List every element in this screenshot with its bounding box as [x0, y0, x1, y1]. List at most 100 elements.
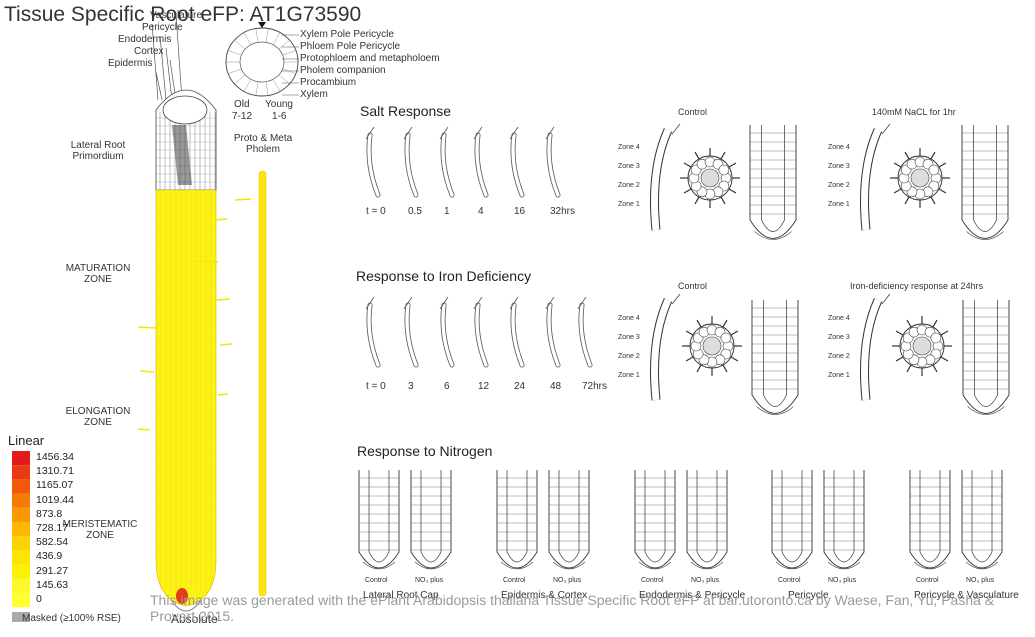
legend-value: 873.8: [36, 507, 63, 520]
cross-section-cell: [234, 39, 246, 50]
root-hair: [137, 326, 157, 329]
salt-timepoint-root: [473, 126, 489, 198]
legend-swatch: [12, 451, 30, 466]
label-leader-line: [151, 23, 159, 101]
salt-control-root-tip: [749, 125, 797, 240]
legend-value: 145.63: [36, 578, 69, 591]
salt-control-label: Control: [678, 107, 708, 117]
zone-label: Zone 2: [828, 353, 850, 360]
salt-timepoint-root: [439, 126, 455, 198]
zone-label: Zone 4: [828, 315, 850, 322]
legend-value: 582.54: [36, 536, 69, 549]
label-leader-line: [155, 71, 163, 101]
label-leader-line: [175, 13, 183, 101]
legend-swatch: [12, 479, 30, 494]
cross-section-cell: [278, 39, 290, 50]
iron-control-zone-root: [650, 293, 681, 401]
legend-value: 436.9: [36, 550, 63, 563]
zone-label: Zone 1: [828, 372, 850, 379]
label-meristematic-zone: MERISTEMATIC ZONE: [62, 519, 138, 541]
legend-swatch: [12, 465, 30, 480]
legend-value: 0: [36, 592, 42, 605]
legend-swatch: [12, 536, 30, 551]
label-xylem-pole-pericycle: Xylem Pole Pericycle: [300, 29, 394, 40]
iron-time-label: 6: [444, 381, 450, 392]
iron-control-label: Control: [678, 281, 708, 291]
iron-treatment-cross-section: [892, 316, 952, 376]
nitrogen-group-label: Pericycle & Vasculature: [914, 590, 1019, 601]
root-hair: [139, 370, 155, 373]
iron-control-root-tip: [751, 300, 799, 415]
cross-section-cell: [228, 68, 242, 74]
page-title: Tissue Specific Root eFP: AT1G73590: [4, 3, 362, 26]
nitrogen-section-title: Response to Nitrogen: [357, 443, 493, 459]
root-hair: [219, 343, 233, 346]
cross-section-cell: [255, 28, 259, 43]
zone-label: Zone 1: [828, 201, 850, 208]
legend-value: 1019.44: [36, 493, 74, 506]
zone-label: Zone 3: [618, 163, 640, 170]
iron-treatment-root-tip: [962, 300, 1010, 415]
nitrogen-group-label: Pericycle: [788, 590, 829, 601]
iron-timepoint-root: [365, 296, 381, 368]
legend-value: 728.17: [36, 521, 69, 534]
zone-label: Zone 4: [828, 144, 850, 151]
legend-swatch: [12, 593, 30, 608]
salt-time-label: 4: [478, 206, 484, 217]
nitrogen-control-root: [496, 470, 538, 570]
iron-response-graphics: [365, 293, 1010, 415]
nitrogen-control-root: [909, 470, 951, 570]
legend-value: 1456.34: [36, 451, 74, 463]
cross-section-cell: [282, 50, 296, 56]
legend-value: 291.27: [36, 564, 69, 577]
iron-time-label: 24: [514, 381, 526, 392]
nitrogen-no3-root: [961, 470, 1003, 570]
iron-timepoint-root: [439, 296, 455, 368]
label-phloem-pole-pericycle: Phloem Pole Pericycle: [300, 41, 401, 52]
nitrogen-no3-root: [686, 470, 728, 570]
legend-swatch: [12, 550, 30, 565]
legend-absolute-label: Absolute: [171, 612, 218, 626]
cross-section-cell: [272, 32, 281, 45]
salt-treatment-zone-root: [860, 123, 891, 231]
salt-control-zone-root: [650, 123, 681, 231]
nitrogen-control-label: Control: [778, 577, 801, 584]
salt-time-label: t = 0: [366, 206, 386, 217]
cross-section-cell: [278, 74, 290, 85]
label-xylem: Xylem: [300, 89, 328, 100]
root-hair: [197, 260, 219, 263]
legend-color-scale: [12, 451, 30, 622]
legend-swatch: [12, 507, 30, 522]
lateral-root-primordium-shape: [172, 125, 192, 185]
nitrogen-control-label: Control: [916, 577, 939, 584]
nitrogen-no3-root: [410, 470, 452, 570]
label-vasculature: Vasculature: [150, 10, 203, 21]
iron-timepoint-root: [577, 296, 593, 368]
root-cap-outline: [170, 599, 202, 612]
zone-label: Zone 4: [618, 144, 640, 151]
iron-time-label: 3: [408, 381, 414, 392]
iron-time-label: 48: [550, 381, 562, 392]
cross-section-cell: [255, 81, 259, 96]
cross-section-cell: [265, 81, 269, 96]
root-hair: [214, 218, 228, 221]
label-proto-meta-pholem: Proto & Meta Pholem: [233, 133, 293, 155]
salt-treatment-root-tip: [961, 125, 1009, 240]
zone-label: Zone 3: [828, 163, 850, 170]
salt-treatment-label: 140mM NaCL for 1hr: [872, 107, 956, 117]
nitrogen-group-label: Lateral Root Cap: [363, 590, 439, 601]
salt-section-title: Salt Response: [360, 103, 452, 119]
label-protophloem: Protophloem and metapholoem: [300, 53, 440, 64]
label-maturation-zone: MATURATION ZONE: [65, 263, 131, 285]
cross-section-cell: [272, 79, 281, 92]
salt-time-label: 32hrs: [550, 206, 576, 217]
nitrogen-no3-root: [823, 470, 865, 570]
legend-masked-label: Masked (≥100% RSE): [22, 613, 121, 624]
salt-timepoint-root: [365, 126, 381, 198]
nitrogen-control-label: Control: [641, 577, 664, 584]
cross-section-cell: [265, 28, 269, 43]
zone-label: Zone 1: [618, 201, 640, 208]
nitrogen-control-root: [634, 470, 676, 570]
legend-values: 1456.34 1310.71 1165.07 1019.44 873.8 728.17 5…: [36, 450, 74, 606]
label-old: Old: [234, 99, 250, 110]
